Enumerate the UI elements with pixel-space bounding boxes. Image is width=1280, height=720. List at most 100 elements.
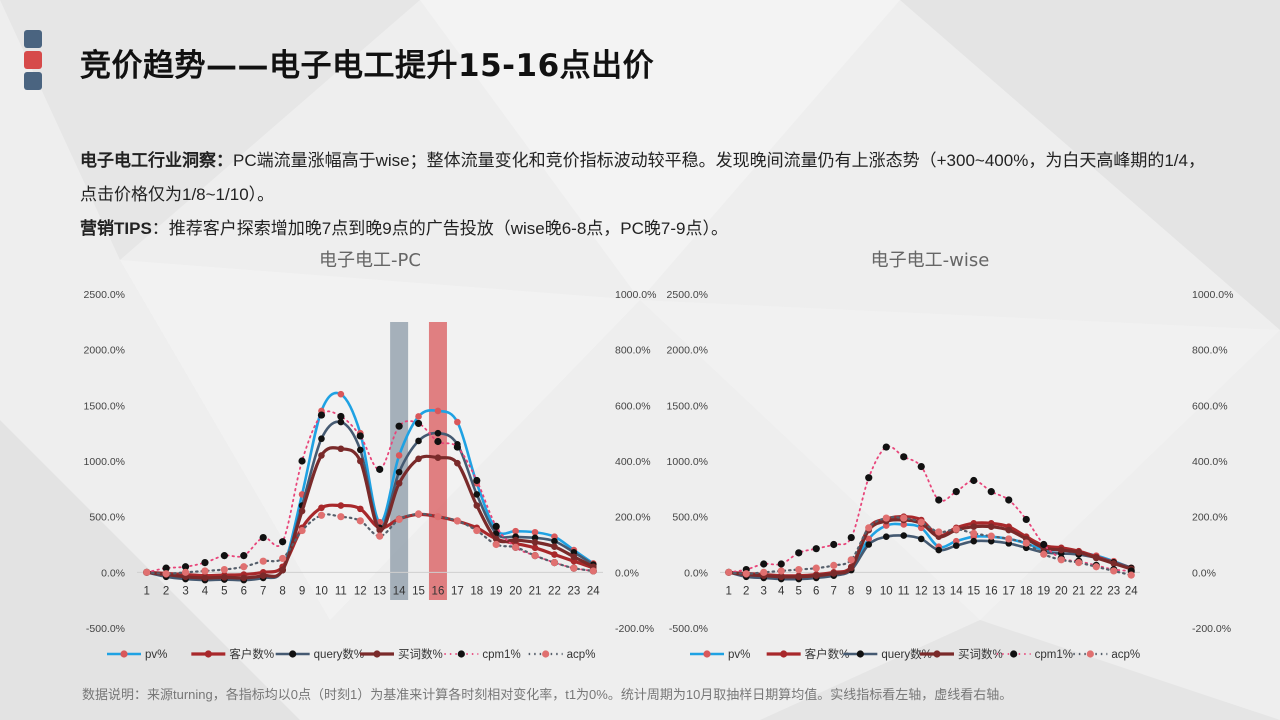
chart-pc-point-pv xyxy=(434,407,442,415)
chart-pc-point-words xyxy=(298,507,306,515)
chart-wise-point-cpm1 xyxy=(952,488,960,496)
chart-pc-point-acp xyxy=(220,565,228,574)
chart-wise-legend-label: pv% xyxy=(728,649,750,661)
chart-wise-xtick: 2 xyxy=(743,585,749,597)
chart-pc-point-words xyxy=(337,445,345,453)
chart-pc-ytick-right: -200.0% xyxy=(615,623,654,635)
chart-pc-xtick: 8 xyxy=(279,585,285,597)
chart-pc-ytick-left: 2500.0% xyxy=(84,289,125,301)
chart-pc-legend-query: query数% xyxy=(275,647,364,661)
chart-wise-ytick-right: 800.0% xyxy=(1192,345,1228,357)
chart-wise-point-words xyxy=(1075,548,1083,556)
chart-wise-point-acp xyxy=(882,514,890,522)
chart-pc-point-words xyxy=(454,459,461,467)
chart-pc-point-customers xyxy=(356,505,364,513)
chart-wise-point-acp xyxy=(812,564,820,572)
chart-pc-point-acp xyxy=(570,564,578,572)
insight-label: 电子电工行业洞察： xyxy=(80,151,233,170)
chart-pc-point-acp xyxy=(414,510,423,518)
insight-block: 电子电工行业洞察：PC端流量涨幅高于wise；整体流量变化和竞价指标波动较平稳。… xyxy=(80,144,1210,246)
chart-pc-point-customers xyxy=(531,544,539,552)
chart-pc-xtick: 21 xyxy=(529,585,542,597)
chart-pc-point-acp xyxy=(201,567,209,575)
chart-pc-point-words xyxy=(395,479,403,487)
chart-pc-legend-label: pv% xyxy=(145,649,167,661)
chart-pc-point-words xyxy=(318,452,325,459)
chart-pc-point-words xyxy=(356,457,364,465)
tips-text: ：推荐客户探索增加晚7点到晚9点的广告投放（wise晚6-8点，PC晚7-9点）… xyxy=(151,219,728,238)
chart-wise-xtick: 19 xyxy=(1037,585,1050,597)
chart-pc: 电子电工-PC 2500.0% 2000.0% 1500.0% 1000.0% 500.0… xyxy=(0,250,657,682)
chart-wise-point-acp xyxy=(1075,558,1083,567)
chart-pc-point-words xyxy=(376,526,384,534)
chart-wise-point-cpm1 xyxy=(1005,496,1013,504)
logo-square-top xyxy=(24,30,42,48)
chart-wise-legend-label: cpm1% xyxy=(1035,649,1073,661)
logo-square-middle xyxy=(24,51,42,69)
chart-wise-legend-customers: 客户数% xyxy=(766,647,849,661)
data-footnote: 数据说明：来源turning，各指标均以0点（时刻1）为基准来计算各时刻相对变化… xyxy=(82,687,1013,702)
chart-pc-point-cpm1 xyxy=(337,412,345,421)
chart-wise-xtick: 6 xyxy=(813,585,819,597)
chart-wise-ytick-right: -200.0% xyxy=(1192,623,1231,635)
chart-pc-point-acp xyxy=(473,526,481,535)
chart-wise-ytick-left: 2500.0% xyxy=(667,289,708,301)
chart-wise-point-cpm1 xyxy=(760,560,768,568)
chart-pc-xtick: 2 xyxy=(163,585,169,597)
chart-wise-point-cpm1 xyxy=(865,474,873,482)
chart-pc-legend-pv: pv% xyxy=(107,649,167,661)
chart-pc-point-words xyxy=(221,574,228,581)
chart-pc-point-cpm1 xyxy=(259,533,267,542)
chart-pc-legend-label: 买词数% xyxy=(398,647,443,661)
chart-wise-point-acp xyxy=(865,524,873,532)
chart-pc-point-cpm1 xyxy=(434,437,442,446)
chart-wise-ytick-left: 1500.0% xyxy=(667,400,708,412)
chart-wise-xtick: 5 xyxy=(796,585,802,597)
chart-wise-point-words xyxy=(970,523,978,530)
chart-pc-point-acp xyxy=(434,513,442,521)
chart-pc-point-pv xyxy=(337,390,345,398)
chart-wise-point-words xyxy=(812,572,820,579)
chart-pc-xtick: 7 xyxy=(260,585,266,597)
chart-wise-point-acp xyxy=(952,525,960,533)
chart-pc-point-cpm1 xyxy=(162,564,170,572)
chart-pc-point-cpm1 xyxy=(317,411,326,419)
chart-pc-legend-cpm1: cpm1% xyxy=(444,649,521,661)
chart-wise-point-pv xyxy=(865,535,873,543)
chart-pc-point-words xyxy=(201,574,209,582)
chart-pc-point-acp xyxy=(143,568,151,576)
chart-pc-point-query xyxy=(473,491,481,498)
chart-pc-xtick: 14 xyxy=(393,585,406,597)
chart-wise-legend-label: acp% xyxy=(1111,649,1140,661)
chart-wise-point-acp xyxy=(847,556,855,564)
chart-pc-point-cpm1 xyxy=(181,563,190,571)
chart-wise-point-cpm1 xyxy=(1040,540,1048,549)
chart-pc-xtick: 23 xyxy=(567,585,580,597)
chart-wise-xtick: 21 xyxy=(1072,585,1085,597)
chart-pc-legend-customers: 客户数% xyxy=(191,647,274,661)
chart-wise-point-acp xyxy=(760,568,768,576)
chart-pc-point-cpm1 xyxy=(356,432,364,440)
chart-pc-point-words xyxy=(434,454,442,461)
chart-pc-ytick-left: 0.0% xyxy=(101,567,125,579)
chart-pc-point-acp xyxy=(317,511,326,519)
chart-wise-point-acp xyxy=(1092,563,1100,571)
chart-pc-xtick: 6 xyxy=(241,585,247,597)
chart-wise-legend-label: query数% xyxy=(881,647,932,661)
chart-wise-point-cpm1 xyxy=(935,496,943,504)
chart-wise-point-query xyxy=(882,533,890,541)
chart-wise-xtick: 13 xyxy=(932,585,945,597)
chart-wise-xtick: 15 xyxy=(967,585,980,597)
chart-pc-point-query xyxy=(395,468,403,476)
chart-pc-legend-marker-query xyxy=(289,650,297,658)
chart-pc-point-acp xyxy=(356,517,364,525)
chart-pc-ytick-left: 1000.0% xyxy=(84,456,125,468)
chart-wise-xtick: 10 xyxy=(880,585,893,597)
chart-wise-ytick-left: 1000.0% xyxy=(667,456,708,468)
chart-wise-xtick: 24 xyxy=(1125,585,1138,597)
tips-paragraph: 营销TIPS：推荐客户探索增加晚7点到晚9点的广告投放（wise晚6-8点，PC… xyxy=(80,212,1210,246)
chart-wise-point-acp xyxy=(1040,550,1048,558)
chart-pc-legend-label: cpm1% xyxy=(482,649,520,661)
chart-wise-point-cpm1 xyxy=(882,443,890,451)
chart-wise-point-query xyxy=(952,542,960,549)
